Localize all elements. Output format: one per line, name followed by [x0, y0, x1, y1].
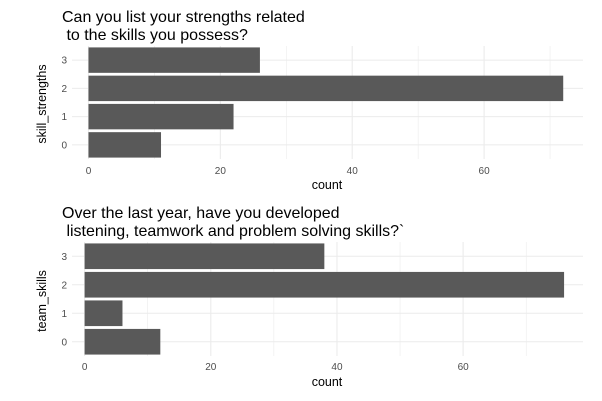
bar	[84, 328, 161, 355]
y-axis-title: team_skills	[35, 270, 49, 332]
x-axis-title: count	[312, 178, 343, 192]
y-axis-title: skill_strengths	[35, 64, 49, 143]
y-tick-label: 1	[61, 309, 67, 320]
chart-title-line-2: to the skills you possess?	[62, 27, 248, 44]
bar	[88, 132, 162, 158]
bar	[88, 47, 260, 73]
y-tick-label: 0	[61, 337, 67, 348]
x-tick-label: 20	[215, 166, 227, 177]
x-tick-labels: 0 20 40 60	[86, 166, 490, 177]
bars	[88, 47, 564, 158]
x-tick-label: 40	[331, 362, 343, 373]
y-tick-label: 3	[61, 56, 67, 67]
x-tick-label: 20	[205, 362, 217, 373]
x-tick-labels: 0 20 40 60	[82, 362, 469, 373]
x-tick-label: 60	[458, 362, 470, 373]
y-tick-labels: 0 1 2 3	[61, 56, 67, 152]
x-tick-label: 0	[86, 166, 92, 177]
y-tick-label: 3	[61, 252, 67, 263]
bar	[84, 271, 565, 298]
y-tick-label: 2	[61, 84, 67, 95]
chart-title-line-1: Can you list your strengths related	[62, 9, 305, 26]
bar	[84, 300, 123, 327]
y-tick-label: 2	[61, 280, 67, 291]
x-axis-title: count	[312, 375, 343, 389]
chart-skill-strengths: Can you list your strengths related to t…	[35, 9, 583, 192]
chart-title-line-1: Over the last year, have you developed	[62, 205, 340, 222]
bar	[88, 75, 564, 102]
y-tick-label: 1	[61, 112, 67, 123]
y-tick-labels: 0 1 2 3	[61, 252, 67, 349]
x-tick-label: 60	[479, 166, 491, 177]
x-tick-label: 40	[347, 166, 359, 177]
bar	[84, 243, 325, 270]
bar	[88, 103, 234, 130]
bars	[84, 243, 565, 355]
chart-team-skills: Over the last year, have you developed l…	[35, 205, 583, 389]
y-tick-label: 0	[61, 140, 67, 151]
chart-title-line-2: listening, teamwork and problem solving …	[62, 223, 404, 240]
x-tick-label: 0	[82, 362, 88, 373]
